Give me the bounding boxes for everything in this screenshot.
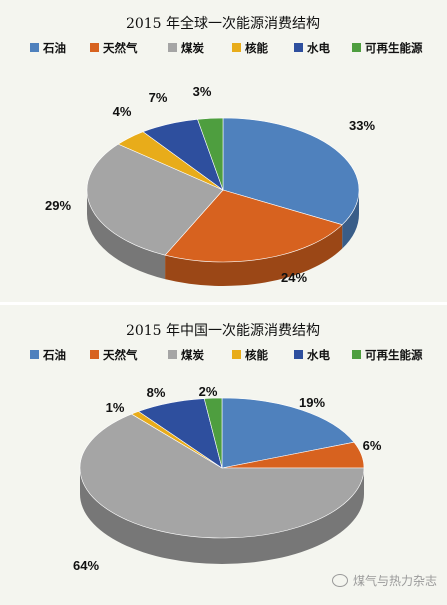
chart-title: 2015 年中国一次能源消费结构 [126, 323, 320, 339]
legend-swatch [232, 43, 241, 52]
legend-swatch [352, 350, 361, 359]
watermark-text: 煤气与热力杂志 [352, 574, 437, 588]
legend-label: 煤炭 [181, 41, 204, 55]
pie-side-walls [87, 190, 359, 286]
legend-swatch [352, 43, 361, 52]
pie-side-walls [80, 468, 364, 564]
legend-swatch [30, 43, 39, 52]
chart-title: 2015 年全球一次能源消费结构 [126, 15, 320, 32]
legend-swatch [232, 350, 241, 359]
legend-label: 石油 [42, 348, 66, 362]
legend-swatch [294, 350, 303, 359]
panel-divider [0, 302, 447, 305]
pie-slice-可再生能源 [203, 397, 223, 469]
data-label: 4% [113, 104, 132, 119]
data-label: 29% [45, 198, 71, 213]
legend-label: 水电 [307, 41, 330, 55]
legend-swatch [168, 43, 177, 52]
legend-swatch [90, 43, 99, 52]
pie-side-石油 [342, 190, 359, 249]
pie-slice-可再生能源 [197, 117, 224, 191]
pie-slice-石油 [221, 397, 355, 469]
legend-label: 可再生能源 [365, 348, 423, 362]
legend-swatch [30, 350, 39, 359]
legend-label: 石油 [42, 41, 66, 55]
data-label: 19% [299, 395, 325, 410]
pie-side-煤炭 [87, 190, 166, 280]
data-label: 24% [281, 270, 307, 285]
data-label: 8% [147, 385, 166, 400]
wechat-icon [331, 574, 348, 587]
legend-label: 天然气 [103, 348, 138, 362]
data-label: 3% [193, 84, 212, 99]
legend-swatch [168, 350, 177, 359]
pie-slice-煤炭 [79, 413, 365, 539]
data-label: 1% [106, 400, 125, 415]
data-label: 6% [363, 438, 382, 453]
legend-label: 核能 [245, 348, 268, 362]
pie-slice-天然气 [164, 189, 343, 263]
pie-slice-石油 [222, 117, 360, 226]
legend-label: 天然气 [103, 41, 138, 55]
pie-side-天然气 [165, 224, 343, 286]
pie-side-煤炭 [80, 468, 364, 564]
data-label: 33% [349, 118, 375, 133]
pie-slice-煤炭 [86, 143, 224, 256]
legend-label: 水电 [307, 348, 330, 362]
legend-label: 核能 [245, 41, 268, 55]
legend-label: 煤炭 [181, 348, 204, 362]
legend-label: 可再生能源 [365, 41, 423, 55]
data-label: 64% [73, 558, 99, 573]
watermark: 煤气与热力杂志 [331, 572, 437, 589]
legend-swatch [90, 350, 99, 359]
data-label: 2% [199, 384, 218, 399]
legend-swatch [294, 43, 303, 52]
data-label: 7% [149, 90, 168, 105]
